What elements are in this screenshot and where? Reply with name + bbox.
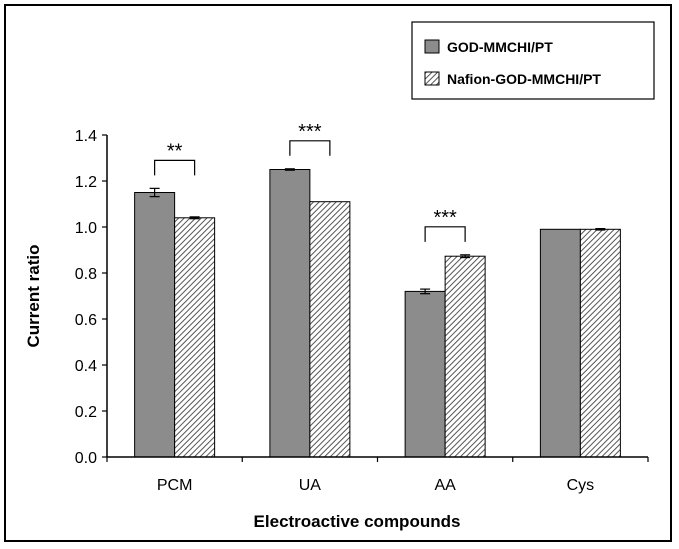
significance-label-aa: ***	[433, 207, 457, 229]
significance-layer: ********	[154, 121, 466, 242]
y-tick-label: 0.6	[75, 312, 97, 329]
bar-ua-series-2	[309, 201, 351, 458]
y-tick-label: 0.2	[75, 404, 97, 421]
x-tick-label-cys: Cys	[567, 477, 595, 494]
bar-aa-series-1	[404, 290, 446, 458]
x-tick-label-ua: UA	[299, 477, 322, 494]
bar-aa-series-2	[444, 255, 486, 458]
axes-layer: PCM UA AA Cys 0.0 0.2 0.4 0.6 0.8 1.0 1.2 1.4	[75, 128, 649, 494]
significance-bracket-aa	[424, 226, 466, 242]
significance-label-ua: ***	[298, 121, 322, 143]
bar-cys-series-1	[539, 228, 581, 458]
significance-bracket-ua	[289, 140, 331, 156]
legend-box	[411, 21, 655, 100]
y-tick-label: 0.8	[75, 266, 97, 283]
legend-swatch-series-1	[424, 39, 440, 54]
x-tick-label-aa: AA	[434, 477, 456, 494]
x-tick-label-pcm: PCM	[157, 477, 193, 494]
y-tick-label: 0.0	[75, 450, 97, 467]
significance-bracket-pcm	[154, 159, 196, 176]
bar-pcm-series-2	[174, 217, 216, 458]
bars-layer	[134, 168, 621, 458]
y-tick-label: 1.2	[75, 174, 97, 191]
significance-label-pcm: **	[167, 140, 183, 162]
bar-pcm-series-1	[134, 192, 176, 458]
bar-ua-series-1	[269, 169, 311, 458]
y-tick-label: 1.0	[75, 220, 97, 237]
y-tick-label: 0.4	[75, 358, 97, 375]
y-axis-title: Current ratio	[24, 245, 43, 348]
y-tick-label: 1.4	[75, 128, 97, 145]
legend-label-series-1: GOD-MMCHI/PT	[447, 39, 553, 55]
bar-cys-series-2	[579, 228, 621, 458]
x-axis-title: Electroactive compounds	[254, 512, 461, 531]
legend-label-series-2: Nafion-GOD-MMCHI/PT	[447, 71, 601, 87]
legend: GOD-MMCHI/PT Nafion-GOD-MMCHI/PT	[411, 21, 655, 100]
legend-swatch-series-2	[424, 71, 440, 86]
